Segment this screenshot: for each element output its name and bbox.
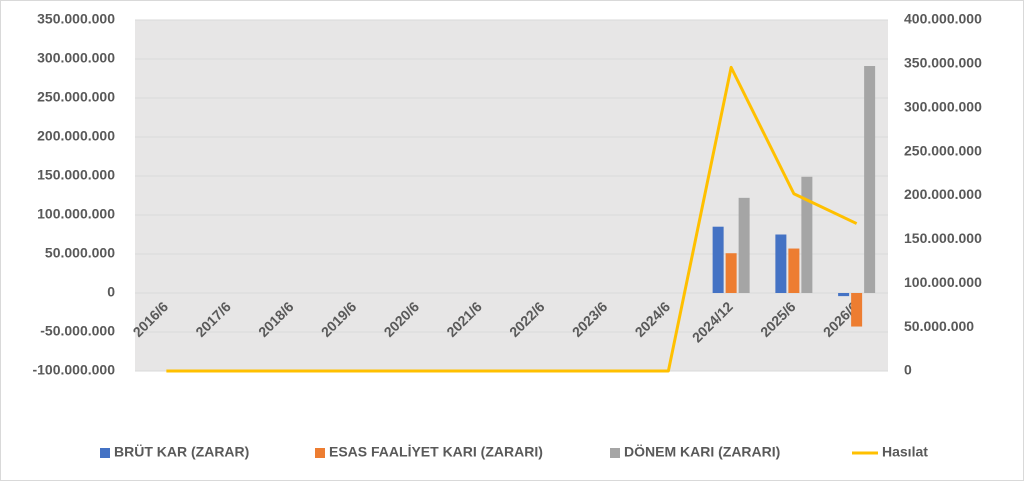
bar [864, 66, 876, 294]
y-tick-label: 350.000.000 [37, 11, 115, 27]
legend-marker [100, 448, 110, 458]
y-tick-label: -100.000.000 [32, 362, 115, 378]
y-tick-label: -50.000.000 [40, 323, 115, 339]
bar [738, 197, 750, 293]
bar [788, 248, 800, 293]
y-tick-label: 300.000.000 [37, 50, 115, 66]
legend-label: Hasılat [882, 444, 928, 460]
legend-marker [315, 448, 325, 458]
y2-tick-label: 150.000.000 [904, 230, 982, 246]
line [166, 65, 858, 373]
legend-label: BRÜT KAR (ZARAR) [114, 444, 249, 460]
bar [801, 176, 813, 293]
y2-tick-label: 300.000.000 [904, 98, 982, 114]
y-tick-label: 0 [107, 284, 115, 300]
y-tick-label: 100.000.000 [37, 206, 115, 222]
y-tick-label: 50.000.000 [45, 245, 115, 261]
legend-label: ESAS FAALİYET KARI (ZARARI) [329, 444, 543, 460]
y2-tick-label: 0 [904, 362, 912, 378]
bar [712, 226, 724, 293]
plot-area [135, 20, 888, 371]
legend-marker [610, 448, 620, 458]
y2-tick-label: 250.000.000 [904, 142, 982, 158]
bar [838, 293, 850, 297]
legend-label: DÖNEM KARI (ZARARI) [624, 444, 780, 460]
y-tick-label: 200.000.000 [37, 128, 115, 144]
y-tick-label: 250.000.000 [37, 89, 115, 105]
bar [775, 234, 787, 293]
y2-tick-label: 100.000.000 [904, 274, 982, 290]
y2-tick-label: 200.000.000 [904, 186, 982, 202]
y2-tick-label: 50.000.000 [904, 318, 974, 334]
y2-tick-label: 400.000.000 [904, 11, 982, 27]
y2-tick-label: 350.000.000 [904, 55, 982, 71]
bar [851, 293, 863, 327]
bar [725, 253, 737, 293]
y-tick-label: 150.000.000 [37, 167, 115, 183]
